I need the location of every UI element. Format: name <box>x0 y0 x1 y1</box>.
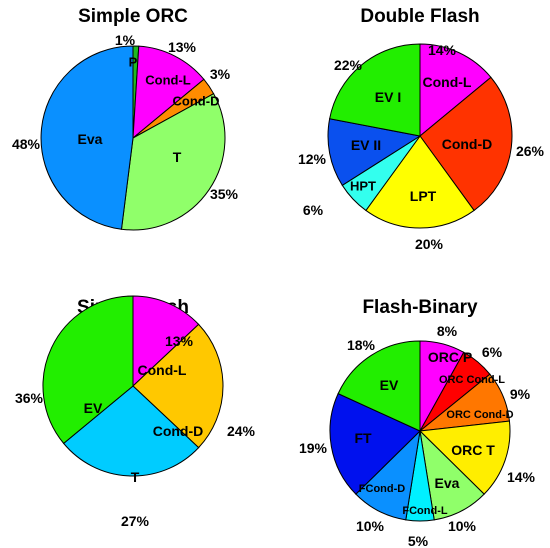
slice-percent-orc-cond-d: 9% <box>510 386 531 402</box>
slice-cond-l <box>132 45 205 140</box>
slice-label-cond-d: Cond-D <box>173 94 220 109</box>
slice-orc-t <box>418 420 511 495</box>
slice-percent-p: 1% <box>115 32 136 48</box>
slice-percent-ev: 18% <box>347 337 376 353</box>
pie-simple-orc: Simple ORC P 1% Cond-L 13% Cond-D 3% T 35% Eva 48% <box>12 6 239 231</box>
slice-label-ev-ii: EV II <box>351 137 381 153</box>
chart-title: Flash-Binary <box>362 297 478 318</box>
slice-percent-lpt: 20% <box>415 236 444 252</box>
slice-label-p: P <box>129 55 138 70</box>
slice-label-orc-cond-d: ORC Cond-D <box>446 409 513 421</box>
slice-cond-l <box>132 295 200 388</box>
slice-label-fcond-d: FCond-D <box>359 483 405 495</box>
slice-percent-orc-p: 8% <box>437 323 458 339</box>
slice-percent-eva: 10% <box>448 518 477 534</box>
slice-label-cond-l: Cond-L <box>138 362 187 378</box>
slice-percent-t: 27% <box>121 513 150 529</box>
slice-label-ev: EV <box>84 400 103 416</box>
slice-cond-d <box>419 76 513 212</box>
slice-percent-hpt: 6% <box>303 202 324 218</box>
slice-label-eva: Eva <box>435 475 460 491</box>
chart-title: Double Flash <box>360 6 479 27</box>
slice-label-cond-d: Cond-D <box>153 423 204 439</box>
slice-label-orc-p: ORC P <box>428 349 472 365</box>
slice-percent-ev-ii: 12% <box>298 151 327 167</box>
slice-label-cond-l: Cond-L <box>145 73 191 88</box>
slice-label-t: T <box>131 469 140 485</box>
slice-label-orc-cond-l: ORC Cond-L <box>439 374 505 386</box>
slice-label-orc-t: ORC T <box>451 442 495 458</box>
slice-percent-orc-cond-l: 6% <box>482 344 503 360</box>
pie-double-flash: Double Flash Cond-L 14% Cond-D 26% LPT 20% HPT 6… <box>298 6 545 252</box>
slice-ev <box>337 340 421 432</box>
slice-label-t: T <box>173 149 182 165</box>
slice-percent-cond-l: 13% <box>165 333 194 349</box>
slice-t <box>62 385 200 477</box>
slice-percent-ev: 36% <box>15 390 44 406</box>
pie-flash-binary: Flash-Binary ORC P 8% ORC Cond-L 6% ORC Cond-… <box>299 297 536 548</box>
slice-lpt <box>365 135 475 229</box>
slice-ev <box>42 295 134 445</box>
slice-percent-orc-t: 14% <box>507 469 536 485</box>
slice-label-ev-i: EV I <box>375 89 401 105</box>
slice-label-ft: FT <box>354 430 372 446</box>
slice-eva <box>40 45 134 230</box>
slice-percent-ev-i: 22% <box>334 57 363 73</box>
slice-cond-d <box>132 323 224 449</box>
slice-label-cond-d: Cond-D <box>442 136 493 152</box>
slice-percent-fcond-l: 5% <box>408 533 429 548</box>
slice-cond-l <box>419 43 492 138</box>
slice-label-hpt: HPT <box>350 179 376 194</box>
slice-label-fcond-l: FCond-L <box>402 505 447 517</box>
slice-percent-eva: 48% <box>12 136 41 152</box>
slice-percent-fcond-d: 10% <box>356 518 385 534</box>
slice-percent-ft: 19% <box>299 440 328 456</box>
slice-percent-cond-d: 24% <box>227 423 256 439</box>
slice-label-ev: EV <box>380 377 399 393</box>
chart-title: Simple ORC <box>78 6 188 27</box>
slice-label-cond-l: Cond-L <box>423 74 472 90</box>
slice-ft <box>329 392 421 495</box>
slice-ev-ii <box>327 118 422 186</box>
slice-t <box>120 93 226 231</box>
slice-label-eva: Eva <box>78 131 103 147</box>
slice-percent-t: 35% <box>210 186 239 202</box>
slice-percent-cond-l: 13% <box>168 39 197 55</box>
slice-percent-cond-d: 3% <box>210 66 231 82</box>
slice-ev-i <box>329 43 421 137</box>
slice-percent-cond-l: 14% <box>428 42 457 58</box>
slice-label-lpt: LPT <box>410 188 437 204</box>
slice-percent-cond-d: 26% <box>516 143 545 159</box>
